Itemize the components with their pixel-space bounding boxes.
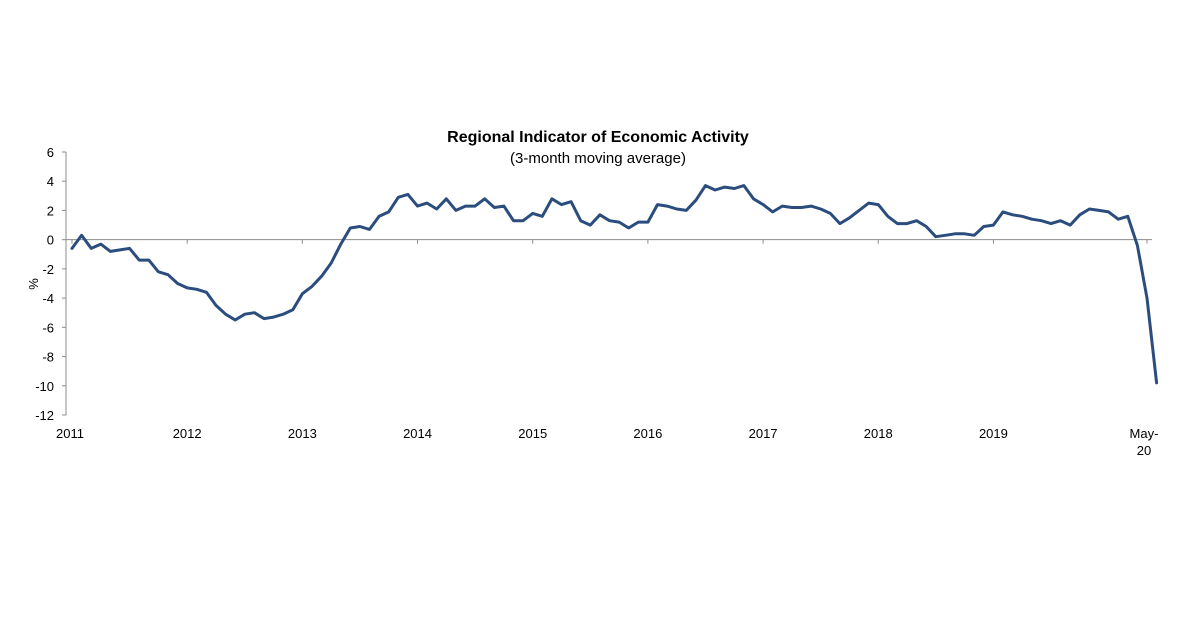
x-tick-label: 2015: [518, 426, 547, 441]
x-tick-label: 2019: [979, 426, 1008, 441]
x-tick-label: May-20: [1130, 426, 1159, 458]
chart-title: Regional Indicator of Economic Activity: [447, 129, 749, 146]
y-axis-label: %: [26, 278, 41, 290]
y-tick-label: -10: [35, 379, 54, 394]
y-tick-label: 4: [47, 174, 54, 189]
y-tick-label: 6: [47, 145, 54, 160]
y-tick-label: -4: [42, 291, 54, 306]
x-tick-label: 2011: [56, 426, 84, 441]
x-tick-label: 2012: [173, 426, 202, 441]
x-tick-label: 2016: [633, 426, 662, 441]
series-line-0: [70, 184, 1159, 385]
x-tick-label: 2013: [288, 426, 317, 441]
y-tick-label: -12: [35, 408, 54, 423]
y-tick-label: 0: [47, 233, 54, 248]
y-tick-label: -6: [42, 320, 54, 335]
x-axis-ticks: 2011 2012 2013 2014 2015 2016 2017 2018 2019 May-…: [56, 239, 1159, 458]
series-layer: [70, 184, 1159, 385]
y-tick-label: -8: [42, 350, 54, 365]
y-tick-label: 2: [47, 203, 54, 218]
x-tick-label: 2018: [864, 426, 893, 441]
x-tick-label: 2017: [749, 426, 778, 441]
y-axis-ticks: -12 -10 -8 -6 -4 -2 0 2 4 6: [35, 145, 66, 423]
y-tick-label: -2: [42, 262, 54, 277]
chart-subtitle: (3-month moving average): [510, 150, 686, 167]
x-tick-label: 2014: [403, 426, 432, 441]
